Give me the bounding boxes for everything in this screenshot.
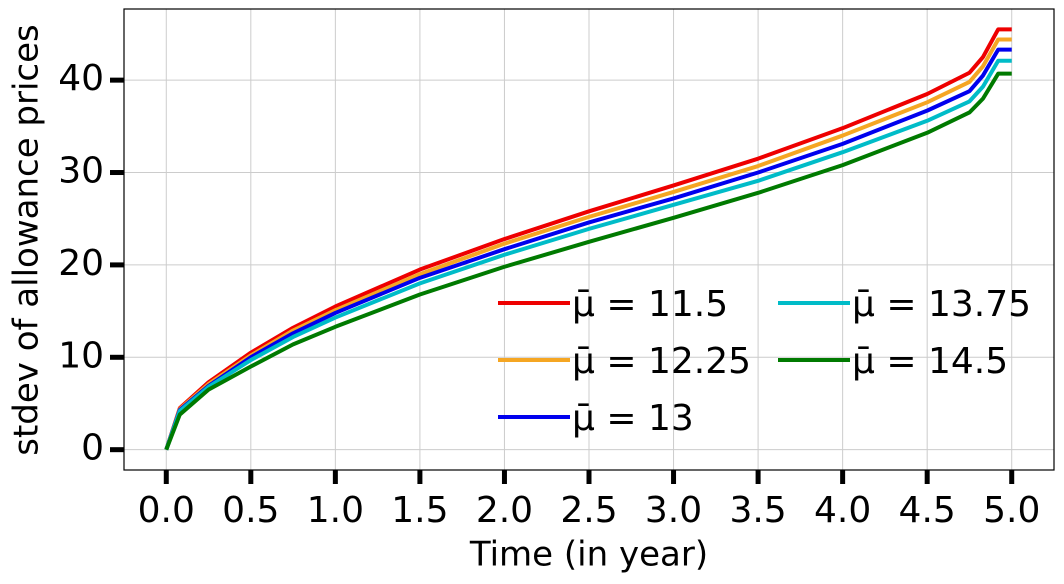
ticks: 0.0 0.5 1.0 1.5 2.0 2.5 3.0 3.5 4.0 4.5 5.0 0 10 20 30… — [58, 58, 1040, 531]
y-tick-label: 30 — [58, 151, 104, 192]
y-tick-label: 20 — [58, 243, 104, 284]
y-tick-label: 0 — [81, 428, 104, 469]
x-tick-label: 3.0 — [645, 490, 702, 531]
x-tick-label: 3.5 — [729, 490, 786, 531]
legend-label: μ̄ = 13.75 — [852, 284, 1031, 325]
legend-label: μ̄ = 12.25 — [572, 341, 751, 382]
x-tick-label: 4.5 — [899, 490, 956, 531]
series-line — [164, 58, 1012, 451]
series-line — [164, 27, 1012, 451]
legend: μ̄ = 11.5 μ̄ = 12.25 μ̄ = 13 μ̄ = 13.75 μ̄ =… — [498, 284, 1031, 439]
x-axis-label: Time (in year) — [469, 535, 708, 575]
x-tick-label: 0.0 — [138, 490, 195, 531]
series-line — [164, 71, 1012, 451]
lines — [164, 27, 1012, 451]
y-axis-label: stdev of allowance prices — [7, 24, 47, 456]
grid — [124, 9, 1054, 470]
y-tick-label: 40 — [58, 58, 104, 99]
x-tick-label: 2.0 — [476, 490, 533, 531]
x-tick-label: 5.0 — [983, 490, 1040, 531]
legend-label: μ̄ = 14.5 — [852, 341, 1008, 382]
x-tick-label: 0.5 — [222, 490, 279, 531]
x-tick-label: 2.5 — [560, 490, 617, 531]
x-tick-label: 1.5 — [391, 490, 448, 531]
x-tick-label: 4.0 — [814, 490, 871, 531]
x-tick-label: 1.0 — [307, 490, 364, 531]
legend-label: μ̄ = 13 — [572, 398, 694, 439]
y-tick-label: 10 — [58, 335, 104, 376]
legend-label: μ̄ = 11.5 — [572, 284, 728, 325]
